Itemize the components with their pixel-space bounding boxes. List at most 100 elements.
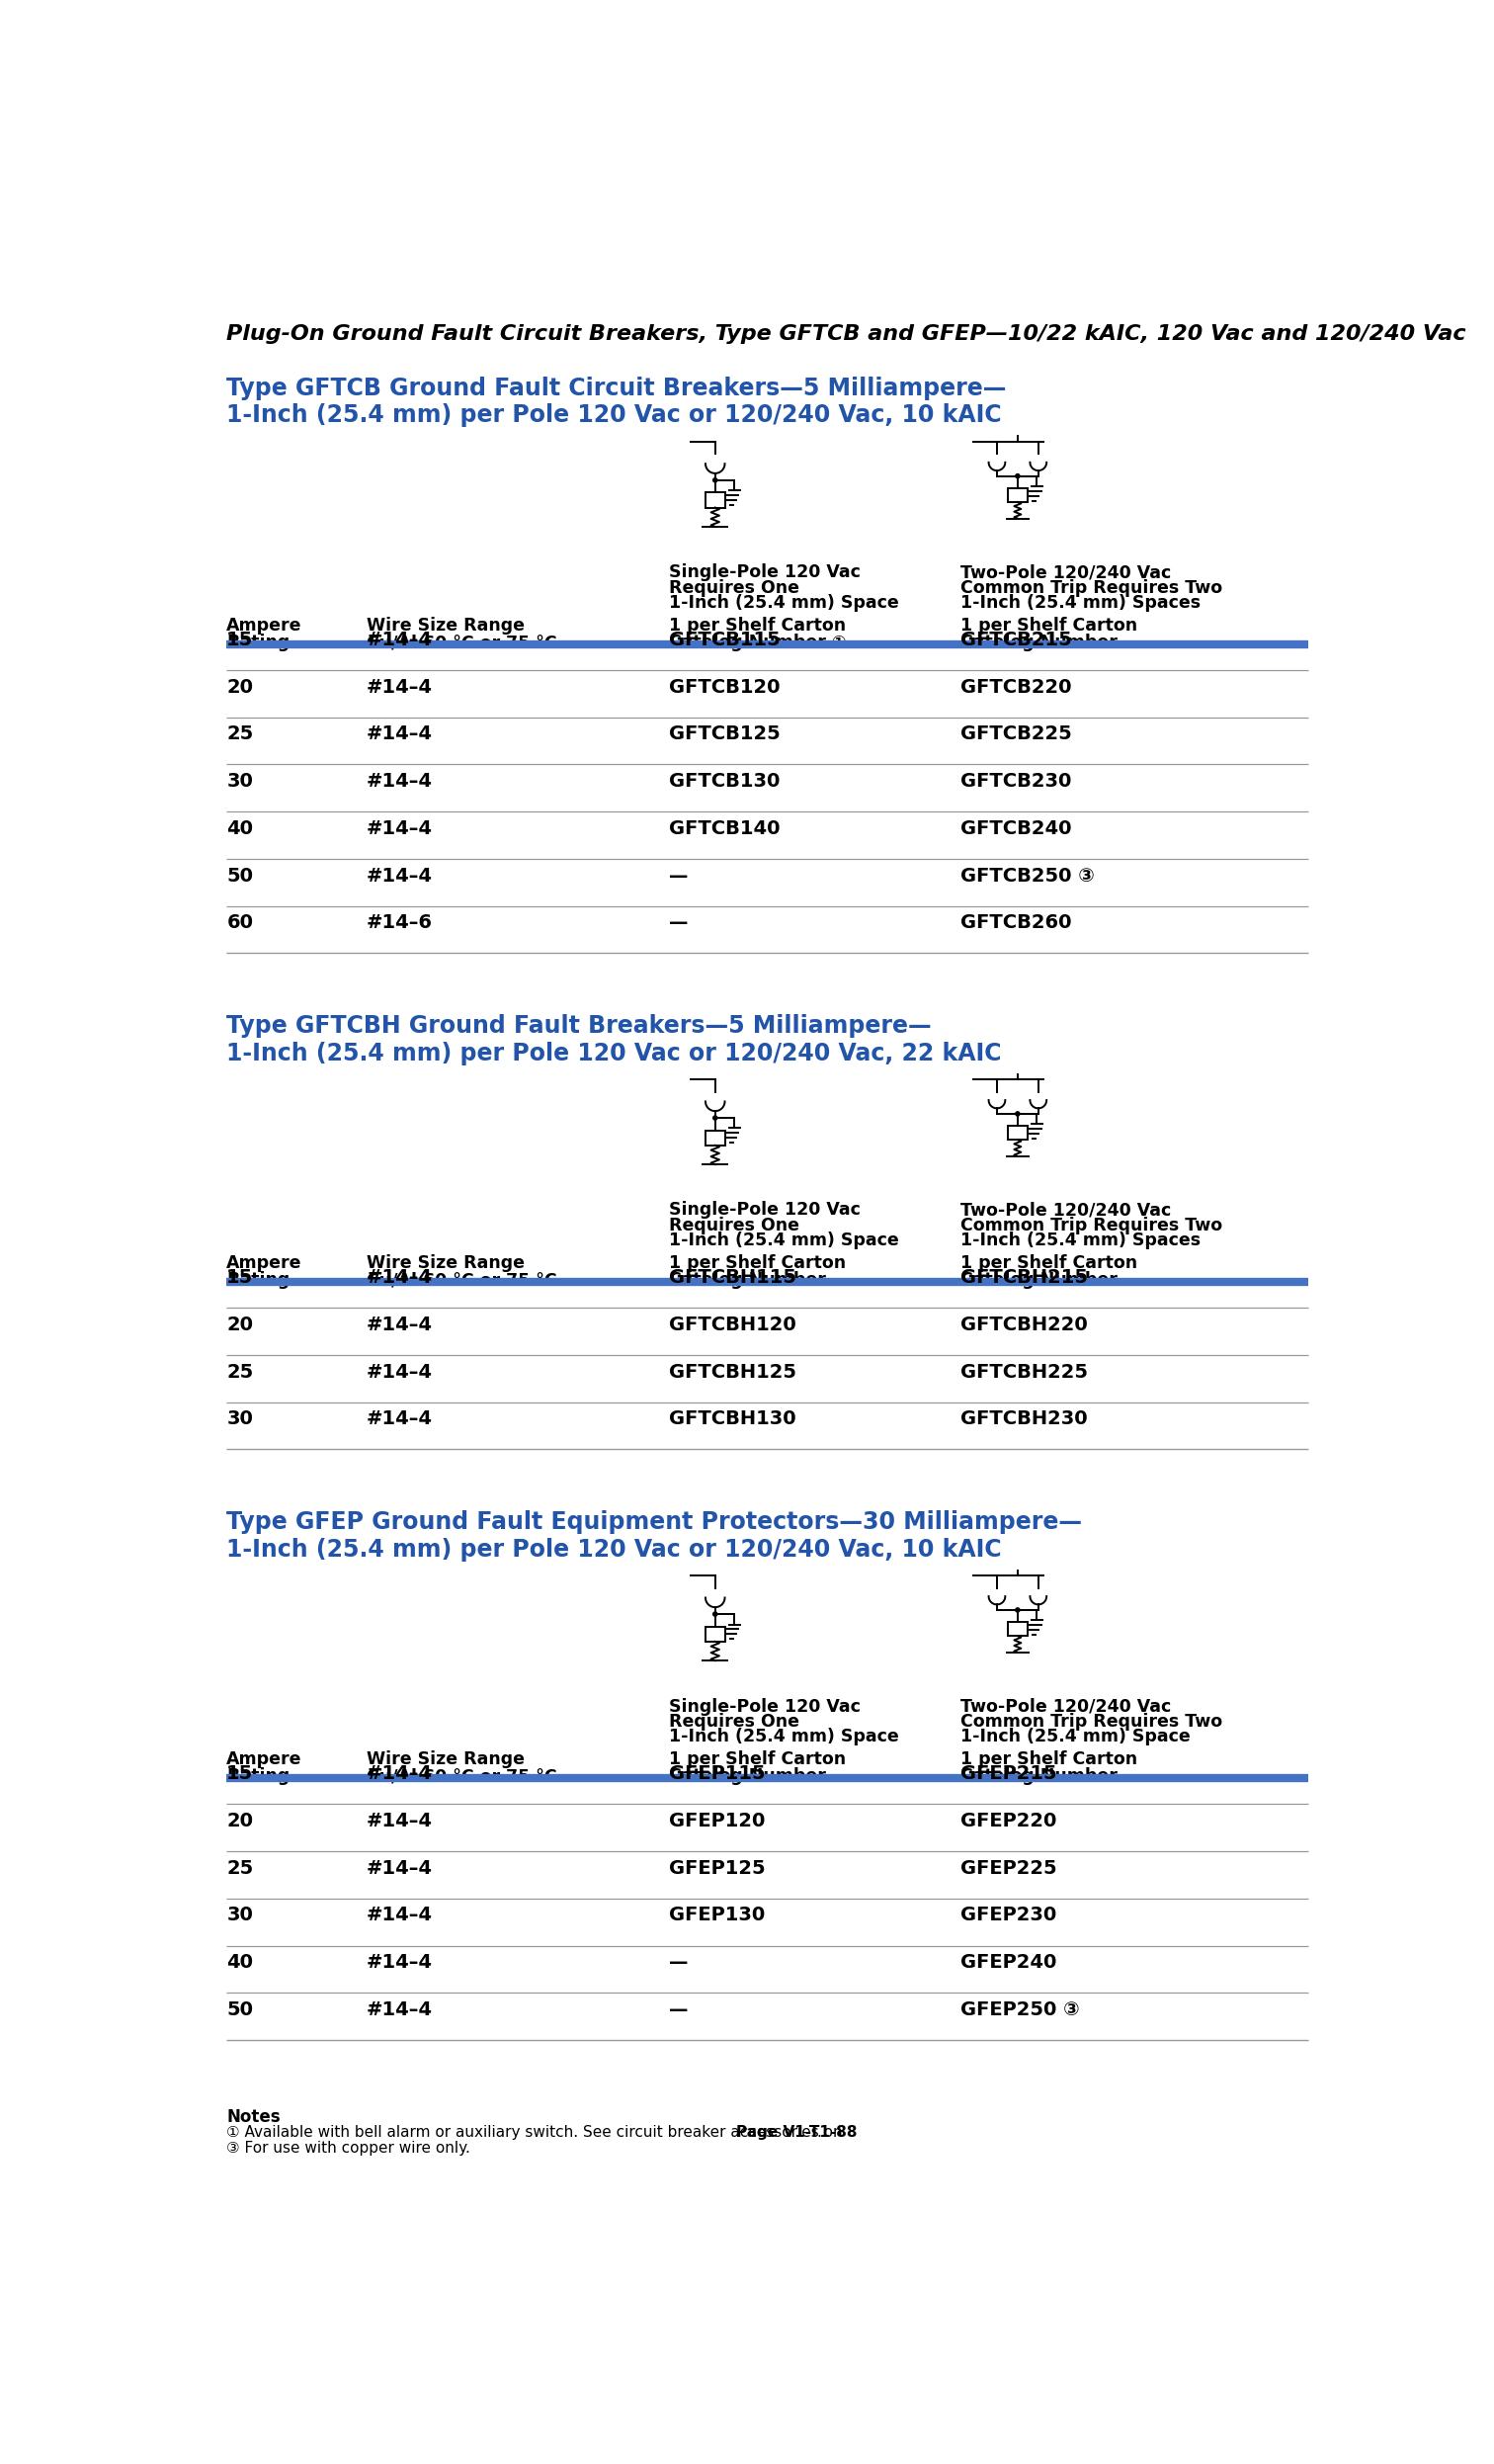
Circle shape (1016, 473, 1020, 478)
Text: 1-Inch (25.4 mm) Space: 1-Inch (25.4 mm) Space (669, 1727, 899, 1747)
Text: Two-Pole 120/240 Vac: Two-Pole 120/240 Vac (961, 1202, 1171, 1220)
Text: 30: 30 (227, 1409, 252, 1429)
Text: #14–6: #14–6 (366, 914, 433, 931)
Text: GFTCBH215: GFTCBH215 (961, 1269, 1088, 1286)
Text: 1-Inch (25.4 mm) per Pole 120 Vac or 120/240 Vac, 10 kAIC: 1-Inch (25.4 mm) per Pole 120 Vac or 120… (227, 404, 1002, 426)
Text: GFEP220: GFEP220 (961, 1811, 1056, 1831)
Text: GFTCBH230: GFTCBH230 (961, 1409, 1088, 1429)
Text: GFTCB215: GFTCB215 (961, 631, 1071, 650)
Text: 15: 15 (227, 1269, 254, 1286)
Text: 30: 30 (227, 1907, 252, 1924)
Text: Page V1-T1-88: Page V1-T1-88 (737, 2126, 858, 2141)
Text: #14–4: #14–4 (366, 1409, 433, 1429)
Text: GFTCBH115: GFTCBH115 (669, 1269, 796, 1286)
Text: 50: 50 (227, 867, 254, 885)
Text: Type GFTCB Ground Fault Circuit Breakers—5 Milliampere—: Type GFTCB Ground Fault Circuit Breakers… (227, 377, 1007, 399)
Text: Notes: Notes (227, 2109, 281, 2126)
Text: GFEP230: GFEP230 (961, 1907, 1056, 1924)
Text: #14–4: #14–4 (366, 631, 433, 650)
Text: 1 per Shelf Carton: 1 per Shelf Carton (961, 1254, 1137, 1271)
Text: Common Trip Requires Two: Common Trip Requires Two (961, 1712, 1222, 1730)
Text: GFEP240: GFEP240 (961, 1954, 1056, 1971)
Text: Single-Pole 120 Vac: Single-Pole 120 Vac (669, 1698, 861, 1715)
Text: GFTCB120: GFTCB120 (669, 678, 780, 697)
Text: 1-Inch (25.4 mm) Space: 1-Inch (25.4 mm) Space (961, 1727, 1191, 1747)
Text: —: — (669, 914, 689, 931)
Text: Wire Size Range: Wire Size Range (366, 1752, 524, 1769)
Text: Catalog Number: Catalog Number (669, 1271, 826, 1289)
Text: #14–4: #14–4 (366, 1954, 433, 1971)
Text: Two-Pole 120/240 Vac: Two-Pole 120/240 Vac (961, 564, 1171, 582)
Text: Common Trip Requires Two: Common Trip Requires Two (961, 1217, 1222, 1234)
Text: 25: 25 (227, 724, 254, 744)
Text: #14–4: #14–4 (366, 678, 433, 697)
Text: Requires One: Requires One (669, 579, 799, 596)
Text: GFEP250 ③: GFEP250 ③ (961, 2001, 1079, 2018)
Text: 1-Inch (25.4 mm) Spaces: 1-Inch (25.4 mm) Spaces (961, 594, 1200, 611)
Text: 1-Inch (25.4 mm) Space: 1-Inch (25.4 mm) Space (669, 594, 899, 611)
Text: ③ For use with copper wire only.: ③ For use with copper wire only. (227, 2141, 471, 2156)
Text: GFTCB140: GFTCB140 (669, 818, 780, 838)
Text: GFEP225: GFEP225 (961, 1858, 1056, 1878)
Text: 50: 50 (227, 2001, 254, 2018)
Text: 1-Inch (25.4 mm) Spaces: 1-Inch (25.4 mm) Spaces (961, 1232, 1200, 1249)
Text: Wire Size Range: Wire Size Range (366, 1254, 524, 1271)
Text: 1-Inch (25.4 mm) Space: 1-Inch (25.4 mm) Space (669, 1232, 899, 1249)
Text: Rating: Rating (227, 1271, 290, 1289)
Circle shape (713, 1116, 717, 1121)
Text: Wire Size Range: Wire Size Range (366, 616, 524, 636)
Circle shape (713, 1611, 717, 1616)
Text: #14–4: #14–4 (366, 1363, 433, 1382)
Text: GFTCBH130: GFTCBH130 (669, 1409, 796, 1429)
Text: GFTCB220: GFTCB220 (961, 678, 1071, 697)
Text: Rating: Rating (227, 633, 290, 650)
Text: 40: 40 (227, 1954, 254, 1971)
Text: Plug-On Ground Fault Circuit Breakers, Type GFTCB and GFEP—10/22 kAIC, 120 Vac a: Plug-On Ground Fault Circuit Breakers, T… (227, 325, 1466, 345)
Text: GFTCB225: GFTCB225 (961, 724, 1071, 744)
Text: Catalog Number ①: Catalog Number ① (669, 633, 847, 650)
Text: GFTCBH125: GFTCBH125 (669, 1363, 796, 1382)
Text: GFTCB130: GFTCB130 (669, 771, 780, 791)
Text: 40: 40 (227, 818, 254, 838)
Text: Catalog Number: Catalog Number (961, 1271, 1118, 1289)
Text: 25: 25 (227, 1858, 254, 1878)
Text: 15: 15 (227, 631, 254, 650)
Text: 20: 20 (227, 1316, 254, 1335)
Text: #14–4: #14–4 (366, 1316, 433, 1335)
Text: Rating: Rating (227, 1767, 290, 1786)
Text: —: — (669, 867, 689, 885)
Text: #14–4: #14–4 (366, 1269, 433, 1286)
Text: .: . (816, 2126, 822, 2141)
Text: #14–4: #14–4 (366, 771, 433, 791)
Text: ① Available with bell alarm or auxiliary switch. See circuit breaker accessories: ① Available with bell alarm or auxiliary… (227, 2126, 847, 2141)
Text: 1 per Shelf Carton: 1 per Shelf Carton (669, 616, 846, 636)
Text: #14–4: #14–4 (366, 2001, 433, 2018)
Text: Requires One: Requires One (669, 1217, 799, 1234)
Text: Type GFTCBH Ground Fault Breakers—5 Milliampere—: Type GFTCBH Ground Fault Breakers—5 Mill… (227, 1015, 932, 1037)
FancyBboxPatch shape (1008, 1126, 1028, 1141)
Text: GFEP115: GFEP115 (669, 1764, 765, 1784)
Text: Catalog Number: Catalog Number (961, 633, 1118, 650)
Text: GFTCB240: GFTCB240 (961, 818, 1071, 838)
Text: #14–4: #14–4 (366, 1907, 433, 1924)
Text: Single-Pole 120 Vac: Single-Pole 120 Vac (669, 1202, 861, 1220)
Text: 1-Inch (25.4 mm) per Pole 120 Vac or 120/240 Vac, 10 kAIC: 1-Inch (25.4 mm) per Pole 120 Vac or 120… (227, 1538, 1002, 1562)
Text: Cu/Al 60 °C or 75 °C: Cu/Al 60 °C or 75 °C (366, 1767, 557, 1786)
FancyBboxPatch shape (1008, 1621, 1028, 1636)
FancyBboxPatch shape (705, 1131, 725, 1146)
Circle shape (713, 478, 717, 483)
FancyBboxPatch shape (705, 493, 725, 508)
Text: #14–4: #14–4 (366, 724, 433, 744)
Text: GFTCB115: GFTCB115 (669, 631, 780, 650)
Text: 1 per Shelf Carton: 1 per Shelf Carton (961, 1752, 1137, 1769)
Circle shape (1016, 1111, 1020, 1116)
Text: 1 per Shelf Carton: 1 per Shelf Carton (669, 1254, 846, 1271)
Text: —: — (669, 1954, 689, 1971)
Text: Catalog Number: Catalog Number (669, 1767, 826, 1786)
Text: GFTCBH120: GFTCBH120 (669, 1316, 796, 1335)
Text: Common Trip Requires Two: Common Trip Requires Two (961, 579, 1222, 596)
Text: Type GFEP Ground Fault Equipment Protectors—30 Milliampere—: Type GFEP Ground Fault Equipment Protect… (227, 1510, 1082, 1535)
Text: Two-Pole 120/240 Vac: Two-Pole 120/240 Vac (961, 1698, 1171, 1715)
Text: #14–4: #14–4 (366, 867, 433, 885)
FancyBboxPatch shape (1008, 488, 1028, 503)
